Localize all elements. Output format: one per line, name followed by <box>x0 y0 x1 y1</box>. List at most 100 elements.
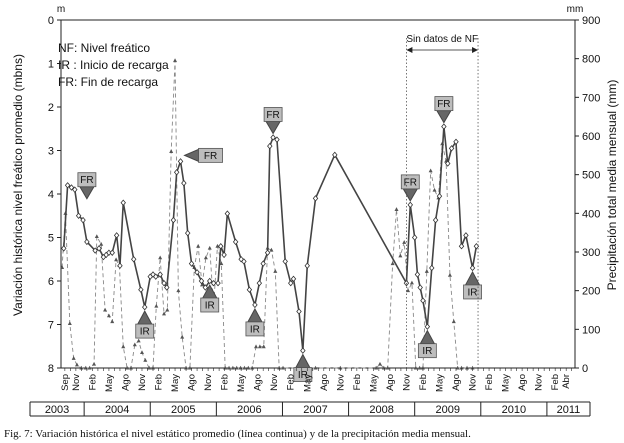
left-axis-tick-label: 3 <box>48 146 54 158</box>
water-level-point <box>198 277 205 285</box>
water-level-point <box>153 273 159 280</box>
precipitation-point <box>257 344 262 349</box>
precipitation-point <box>250 365 255 370</box>
right-axis-tick-label: 500 <box>582 170 600 182</box>
water-level-point <box>458 242 465 250</box>
chart-axes: 0 1 2 3 4 5 6 7 8 0 100 200 300 400 500 600 700 800 900 Sep… <box>29 15 600 417</box>
marker-arrow <box>436 110 452 124</box>
year-label: 2003 <box>45 404 69 416</box>
precipitation-point <box>230 365 235 370</box>
precipitation-point <box>281 365 286 370</box>
precipitation-point <box>313 365 318 370</box>
marker-box <box>263 107 283 122</box>
gap-annotation-text: Sin datos de NF <box>406 34 478 45</box>
water-level-point <box>304 262 310 269</box>
water-level-point <box>441 123 447 130</box>
precipitation-point <box>180 334 185 339</box>
precipitation-point <box>470 365 475 370</box>
x-axis-month-label: Ago <box>120 374 131 391</box>
precipitation-point <box>273 269 278 273</box>
x-axis-month-label: Feb <box>418 374 429 390</box>
x-axis-month-label: Feb <box>286 374 297 390</box>
x-axis-month-label: Ago <box>517 374 528 391</box>
right-axis-label: Precipitación total media mensual (mm) <box>605 80 619 291</box>
water-level-point <box>267 142 273 150</box>
water-level-point <box>463 232 469 239</box>
water-level-point <box>312 195 319 202</box>
precipitation-point <box>106 313 111 318</box>
precipitation-point <box>465 365 470 370</box>
x-axis-month-label: Ago <box>385 374 396 391</box>
water-level-point <box>224 210 231 217</box>
precipitation-point <box>125 365 130 370</box>
water-level-point <box>252 301 258 309</box>
year-label: 2010 <box>502 404 526 416</box>
precipitation-point <box>132 342 137 347</box>
marker-box <box>245 321 265 337</box>
year-label: 2005 <box>171 404 195 416</box>
water-level-point <box>173 169 180 176</box>
water-level-point <box>445 160 451 167</box>
precipitation-point <box>196 243 201 248</box>
x-axis-month-label: Nov <box>534 374 545 391</box>
precipitation-point <box>447 272 452 277</box>
inicio-de-recarga-marker: IR <box>135 310 155 339</box>
marker-box <box>293 367 313 383</box>
water-level-point <box>469 264 476 272</box>
x-axis-month-label: Ago <box>451 374 462 391</box>
precipitation-point <box>60 265 65 269</box>
marker-box <box>77 172 97 188</box>
marker-label: FR <box>204 151 217 162</box>
right-axis-unit: mm <box>567 4 584 15</box>
water-level-point <box>420 297 426 304</box>
water-level-point <box>92 247 98 254</box>
marker-arrow <box>183 148 200 163</box>
water-level-point <box>448 145 455 152</box>
precipitation-point <box>99 241 104 246</box>
marker-arrow <box>265 120 281 135</box>
year-label: 2006 <box>237 404 261 416</box>
left-axis-unit: m <box>57 4 65 15</box>
x-axis-month-label: Ago <box>319 374 330 391</box>
x-axis-month-label: Nov <box>401 374 412 391</box>
fin-de-recarga-marker: FR <box>183 147 223 163</box>
water-level-point <box>161 279 167 287</box>
year-label: 2007 <box>303 404 327 416</box>
precipitation-point <box>254 344 259 349</box>
inicio-de-recarga-marker: IR <box>200 283 220 313</box>
precipitation-point <box>136 338 141 343</box>
right-axis-tick-label: 600 <box>582 131 600 143</box>
recharge-markers: FR IR FR IR IR FR IR FR IR FR IR <box>77 96 482 383</box>
x-axis-month-label: Feb <box>550 374 561 390</box>
precipitation-point <box>394 207 399 211</box>
precipitation-point <box>377 361 382 366</box>
water-level-point <box>432 216 439 224</box>
precipitation-point <box>151 365 156 370</box>
right-axis-tick-label: 300 <box>582 247 600 259</box>
marker-arrow <box>295 353 311 369</box>
water-level-point <box>414 271 421 278</box>
water-level-point <box>411 234 418 241</box>
precipitation-point <box>200 282 205 287</box>
left-axis-tick-label: 1 <box>48 59 54 71</box>
precipitation-point <box>428 168 433 173</box>
water-level-point <box>407 201 414 209</box>
precipitation-point <box>219 261 224 266</box>
precipitation-point <box>67 321 72 326</box>
precipitation-point <box>71 356 76 360</box>
water-level-point <box>80 216 86 224</box>
x-axis-month-label: Abr <box>561 374 572 389</box>
x-axis-month-label: May <box>170 374 181 392</box>
inicio-de-recarga-marker: IR <box>463 270 482 300</box>
gap-annotation: Sin datos de NF <box>406 34 479 368</box>
water-level-series <box>61 123 480 354</box>
precipitation-point <box>154 303 159 308</box>
x-axis-month-label: Feb <box>154 374 165 390</box>
marker-box <box>400 174 420 190</box>
precipitation-point <box>417 365 422 370</box>
water-level-point <box>296 308 302 315</box>
water-level-point <box>424 323 431 330</box>
left-axis-tick-label: 7 <box>48 320 54 332</box>
legend: NF: Nivel freático IR : Inicio de recarg… <box>58 41 169 89</box>
